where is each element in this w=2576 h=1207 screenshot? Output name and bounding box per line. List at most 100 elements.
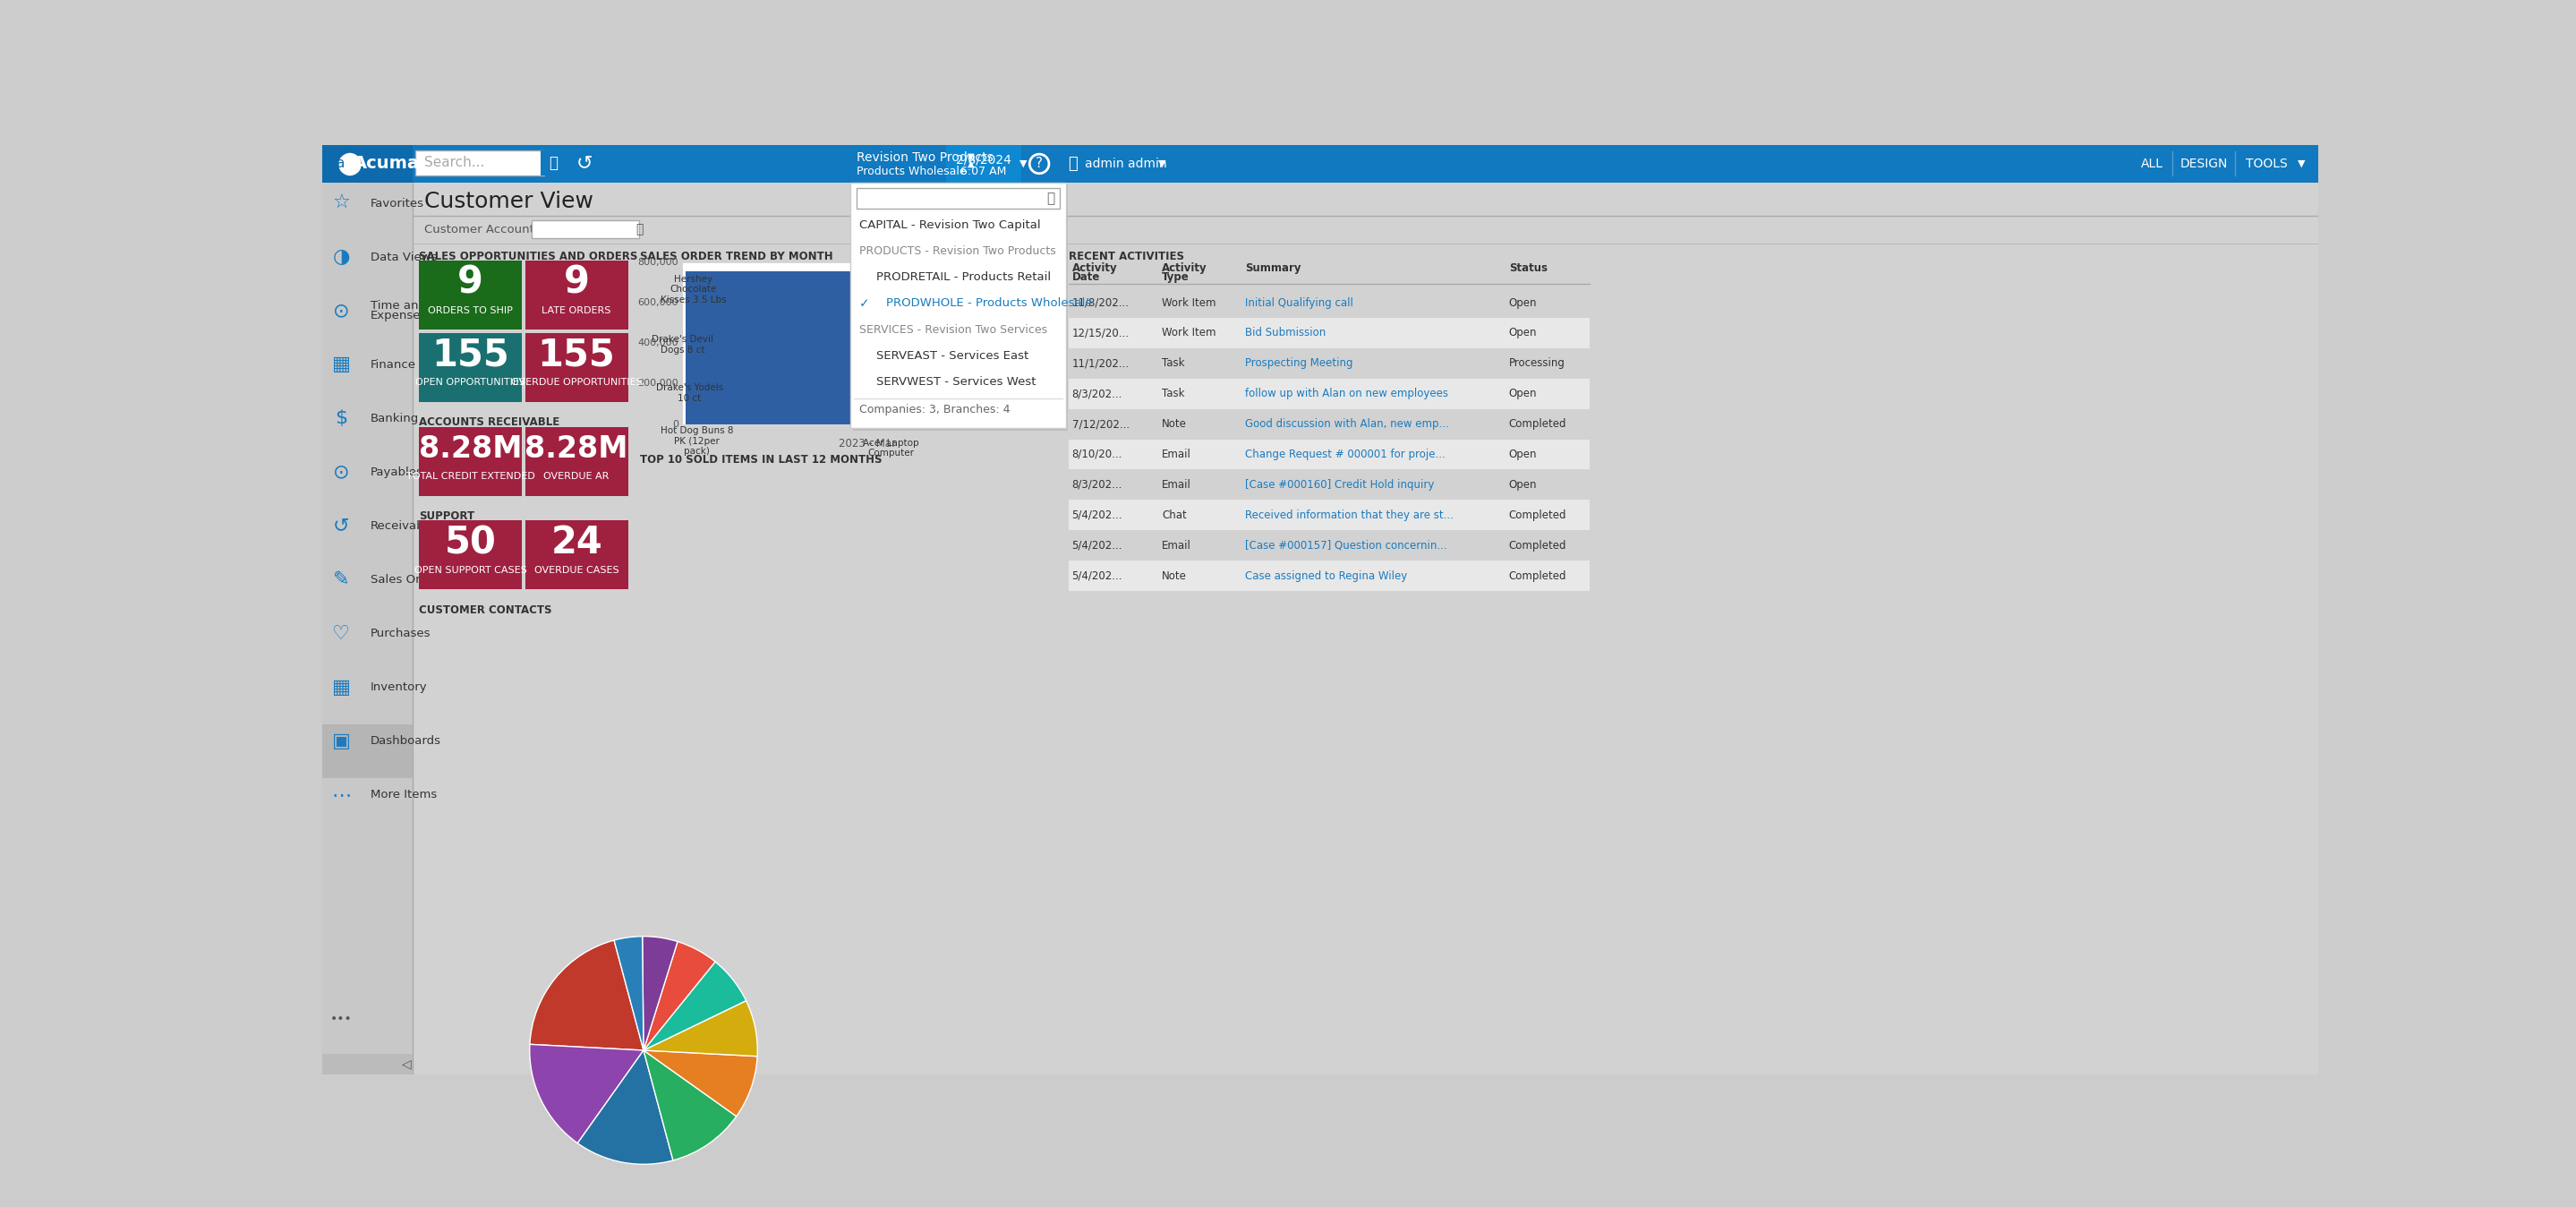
- Bar: [1069, 439, 1589, 470]
- Wedge shape: [531, 940, 644, 1050]
- Bar: [1069, 379, 1589, 409]
- Bar: [853, 185, 1066, 430]
- Text: Favorites: Favorites: [371, 198, 425, 209]
- Bar: [2130, 145, 2318, 182]
- Text: Summary: Summary: [1244, 262, 1301, 274]
- Text: Drake's Yodels
10 ct: Drake's Yodels 10 ct: [657, 384, 724, 403]
- Text: OPEN OPPORTUNITIES: OPEN OPPORTUNITIES: [415, 378, 526, 387]
- Text: ▣: ▣: [332, 733, 350, 751]
- Text: ▼: ▼: [966, 152, 974, 162]
- Wedge shape: [613, 937, 644, 1050]
- Text: CAPITAL - Revision Two Capital: CAPITAL - Revision Two Capital: [858, 218, 1041, 231]
- Text: 155: 155: [538, 337, 616, 374]
- Text: 600,000: 600,000: [639, 298, 677, 307]
- Text: OPEN SUPPORT CASES: OPEN SUPPORT CASES: [415, 566, 526, 575]
- Text: 0: 0: [672, 420, 677, 428]
- Text: 6:07 AM: 6:07 AM: [961, 165, 1007, 177]
- Bar: [850, 182, 1066, 428]
- Bar: [420, 520, 523, 589]
- Wedge shape: [644, 1001, 757, 1056]
- Text: OVERDUE CASES: OVERDUE CASES: [533, 566, 618, 575]
- Text: SUPPORT: SUPPORT: [420, 511, 474, 521]
- Text: 9: 9: [564, 264, 590, 302]
- Text: Bid Submission: Bid Submission: [1244, 327, 1327, 339]
- Bar: [569, 151, 600, 176]
- Text: SALES OPPORTUNITIES AND ORDERS: SALES OPPORTUNITIES AND ORDERS: [420, 250, 639, 262]
- Text: 50: 50: [446, 524, 497, 561]
- Text: $: $: [335, 409, 348, 427]
- Bar: [1069, 317, 1589, 349]
- Text: Hershey
Chocolate
Kisses 3.5 Lbs: Hershey Chocolate Kisses 3.5 Lbs: [659, 275, 726, 304]
- Text: Expenses: Expenses: [371, 310, 428, 321]
- Text: 8.28M: 8.28M: [526, 435, 629, 463]
- Text: follow up with Alan on new employees: follow up with Alan on new employees: [1244, 387, 1448, 400]
- Bar: [322, 724, 412, 777]
- Text: Open: Open: [1510, 449, 1538, 460]
- Text: Customer View: Customer View: [425, 191, 592, 212]
- Text: Note: Note: [1162, 570, 1188, 582]
- Text: 5/4/202...: 5/4/202...: [1072, 570, 1123, 582]
- Text: 8/3/202...: 8/3/202...: [1072, 479, 1123, 490]
- Text: Drake's Devil
Dogs 8 ct: Drake's Devil Dogs 8 ct: [652, 336, 714, 355]
- Wedge shape: [531, 1044, 644, 1143]
- Text: ⬤: ⬤: [337, 152, 363, 175]
- Text: Completed: Completed: [1510, 570, 1566, 582]
- Bar: [420, 333, 523, 402]
- Text: Open: Open: [1510, 297, 1538, 309]
- Text: 5/4/202...: 5/4/202...: [1072, 540, 1123, 552]
- Text: [Case #000160] Credit Hold inquiry: [Case #000160] Credit Hold inquiry: [1244, 479, 1435, 490]
- Text: ✎: ✎: [332, 571, 350, 589]
- Wedge shape: [644, 962, 747, 1050]
- Bar: [415, 182, 2318, 214]
- Text: 200,000: 200,000: [639, 379, 677, 387]
- Bar: [526, 261, 629, 330]
- Text: TOP 10 SOLD ITEMS IN LAST 12 MONTHS: TOP 10 SOLD ITEMS IN LAST 12 MONTHS: [641, 454, 884, 466]
- Wedge shape: [644, 941, 716, 1050]
- Text: SERVEAST - Services East: SERVEAST - Services East: [876, 350, 1028, 362]
- Text: ▼: ▼: [1020, 159, 1028, 168]
- Text: RECENT ACTIVITIES: RECENT ACTIVITIES: [1069, 250, 1185, 262]
- Text: ↺: ↺: [332, 517, 350, 535]
- Text: Processing: Processing: [1510, 357, 1566, 369]
- Text: ♡: ♡: [332, 625, 350, 642]
- Text: 9: 9: [459, 264, 484, 302]
- Text: Acumatica: Acumatica: [353, 156, 456, 173]
- Text: Sales Orders: Sales Orders: [371, 575, 446, 585]
- Text: Receivables: Receivables: [371, 520, 440, 532]
- Text: ✓: ✓: [858, 297, 868, 310]
- Bar: [420, 427, 523, 496]
- Text: ▦: ▦: [332, 356, 350, 374]
- Text: Email: Email: [1162, 540, 1193, 552]
- Text: Banking: Banking: [371, 413, 420, 425]
- Text: Activity: Activity: [1072, 262, 1118, 274]
- Text: Initial Qualifying call: Initial Qualifying call: [1244, 297, 1352, 309]
- Text: Activity: Activity: [1162, 262, 1208, 274]
- Bar: [541, 151, 567, 176]
- Text: ☆: ☆: [332, 194, 350, 212]
- Text: •••: •••: [330, 1013, 353, 1025]
- Text: Email: Email: [1162, 479, 1193, 490]
- Text: 11/1/202...: 11/1/202...: [1072, 357, 1128, 369]
- Text: Received information that they are st...: Received information that they are st...: [1244, 509, 1453, 521]
- Bar: [1069, 500, 1589, 530]
- Text: Work Item: Work Item: [1162, 327, 1216, 339]
- Text: 🔍: 🔍: [636, 223, 644, 235]
- Bar: [415, 151, 544, 176]
- Text: Dashboards: Dashboards: [371, 735, 440, 747]
- Text: Hot Dog Buns 8
PK (12per
pack): Hot Dog Buns 8 PK (12per pack): [659, 426, 734, 456]
- Text: Search...: Search...: [425, 156, 484, 169]
- Text: ▦: ▦: [332, 678, 350, 696]
- Text: TOTAL CREDIT EXTENDED: TOTAL CREDIT EXTENDED: [407, 472, 536, 480]
- Text: PRODUCTS - Revision Two Products: PRODUCTS - Revision Two Products: [858, 245, 1056, 257]
- Text: Acer Laptop
Computer: Acer Laptop Computer: [863, 438, 920, 457]
- Text: Note: Note: [1162, 419, 1188, 430]
- Wedge shape: [641, 937, 677, 1050]
- Text: 11/8/202...: 11/8/202...: [1072, 297, 1128, 309]
- Text: a: a: [335, 157, 345, 170]
- Text: ▦: ▦: [1056, 412, 1066, 420]
- Text: 8/10/20...: 8/10/20...: [1072, 449, 1123, 460]
- Text: 12/15/20...: 12/15/20...: [1072, 327, 1128, 339]
- Text: SERVICES - Revision Two Services: SERVICES - Revision Two Services: [858, 323, 1046, 336]
- Text: 🔍: 🔍: [1046, 192, 1054, 205]
- Bar: [945, 145, 1020, 182]
